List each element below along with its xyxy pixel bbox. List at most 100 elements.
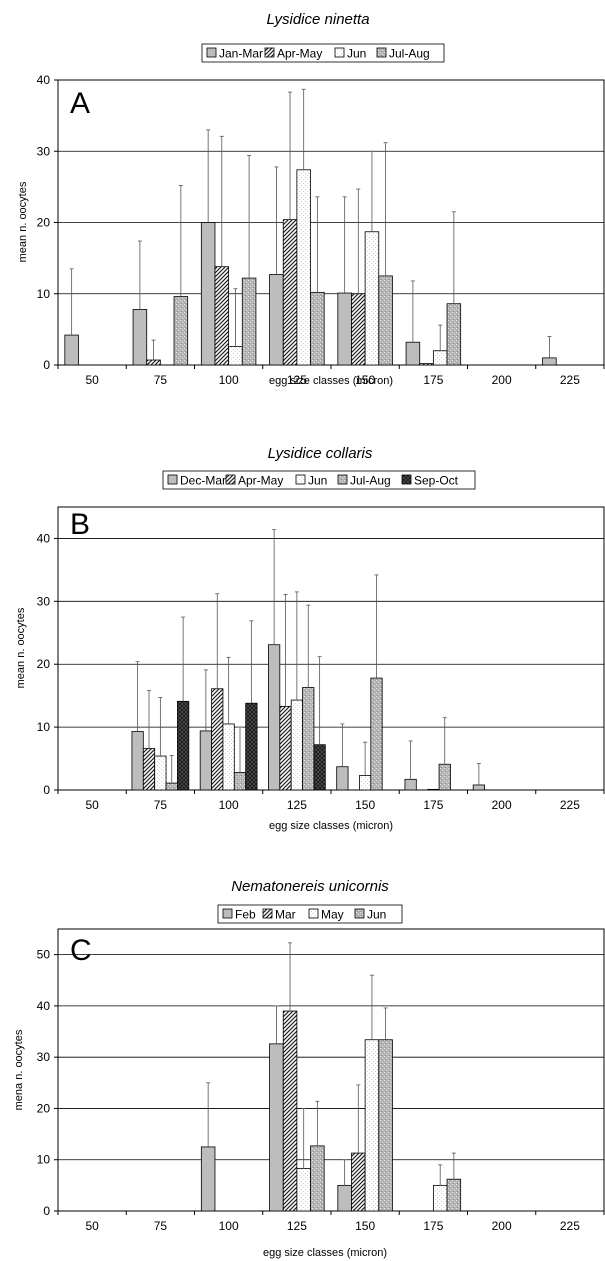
bar — [296, 169, 311, 366]
x-tick-label: 200 — [492, 1219, 512, 1233]
x-tick-label: 200 — [492, 373, 512, 387]
chart-b-legend: Dec-Mar Apr-May Jun Jul-Aug Sep-Oct — [162, 470, 476, 490]
bar — [370, 677, 383, 791]
y-tick-label: 40 — [37, 999, 51, 1013]
bar — [336, 766, 349, 791]
legend-label: Jun — [347, 47, 366, 61]
bar — [313, 744, 326, 791]
legend-swatch — [401, 474, 412, 485]
x-tick-label: 75 — [154, 1219, 168, 1233]
bar — [233, 771, 247, 791]
legend-swatch — [308, 908, 319, 919]
x-tick-label: 125 — [287, 1219, 307, 1233]
legend-label: Apr-May — [277, 47, 322, 61]
bar — [378, 1039, 393, 1212]
legend-swatch — [222, 908, 233, 919]
legend-label: Jul-Aug — [389, 47, 430, 61]
legend-label: Sep-Oct — [414, 474, 459, 488]
y-tick-label: 20 — [37, 657, 51, 671]
y-tick-label: 10 — [37, 720, 51, 734]
chart-a-panel-letter: A — [70, 87, 90, 120]
bar — [351, 1152, 366, 1212]
x-tick-label: 150 — [355, 373, 375, 387]
y-tick-label: 40 — [37, 73, 51, 87]
bar — [269, 1043, 284, 1212]
x-tick-label: 150 — [355, 798, 375, 812]
chart-a-legend: Jan-Mar Apr-May Jun Jul-Aug — [201, 43, 445, 63]
bar — [296, 1168, 311, 1212]
y-tick-label: 20 — [37, 216, 51, 230]
legend-label: Jun — [367, 908, 386, 922]
x-tick-label: 150 — [355, 1219, 375, 1233]
bar — [282, 219, 298, 366]
bar — [427, 788, 440, 791]
bar — [404, 778, 417, 791]
legend-label: May — [321, 908, 344, 922]
chart-c-legend: Feb Mar May Jun — [217, 904, 403, 924]
bar — [199, 730, 212, 791]
bar — [200, 222, 216, 366]
legend-label: Mar — [275, 908, 296, 922]
x-tick-label: 225 — [560, 798, 580, 812]
bar — [241, 277, 257, 366]
y-tick-label: 10 — [37, 287, 51, 301]
bar — [222, 723, 235, 791]
y-tick-label: 30 — [37, 1050, 51, 1064]
bar — [154, 755, 167, 791]
chart-c-marks: 0 10 20 30 40 50 50 75 100 125 150 175 200 225 — [37, 942, 605, 1233]
x-tick-label: 100 — [219, 373, 239, 387]
x-tick-label: 200 — [492, 798, 512, 812]
x-tick-label: 75 — [154, 373, 168, 387]
legend-label: Jul-Aug — [350, 474, 391, 488]
bar — [337, 1184, 352, 1212]
bar — [142, 748, 156, 791]
bar — [337, 292, 352, 366]
chart-b-panel-letter: B — [70, 508, 90, 541]
x-tick-label: 175 — [423, 798, 443, 812]
bar — [438, 763, 451, 791]
chart-panel-b: Lysidice collaris Dec-Mar Apr-May Jun Jul-A… — [15, 445, 605, 832]
legend-swatch — [167, 474, 178, 485]
bar — [405, 341, 421, 366]
x-tick-label: 100 — [219, 798, 239, 812]
bar — [173, 296, 189, 366]
bar — [282, 1010, 298, 1212]
x-tick-label: 225 — [560, 1219, 580, 1233]
chart-a-y-axis-label: mean n. oocytes — [17, 181, 29, 262]
legend-label: Dec-Mar — [180, 474, 226, 488]
legend-label: Feb — [235, 908, 256, 922]
y-tick-label: 0 — [43, 358, 50, 372]
x-tick-label: 75 — [154, 798, 168, 812]
chart-b-marks: 0 10 20 30 40 50 75 100 125 150 175 200 225 — [37, 529, 605, 812]
legend-swatch — [206, 47, 217, 58]
bar — [310, 291, 325, 366]
x-tick-label: 175 — [423, 1219, 443, 1233]
y-tick-label: 0 — [43, 783, 50, 797]
bar — [364, 231, 380, 366]
bar — [132, 309, 148, 366]
bar — [472, 784, 485, 791]
chart-b-x-axis-label: egg size classes (micron) — [269, 820, 393, 832]
bar — [165, 782, 178, 791]
bar — [245, 702, 258, 791]
x-tick-label: 50 — [85, 1219, 99, 1233]
legend-box — [162, 470, 476, 490]
y-tick-label: 0 — [43, 1204, 50, 1218]
chart-c-x-axis-label: egg size classes (micron) — [263, 1247, 387, 1259]
y-tick-label: 50 — [37, 948, 51, 962]
chart-c-plot-area — [57, 928, 605, 1212]
x-tick-label: 50 — [85, 373, 99, 387]
bar — [446, 1178, 462, 1212]
bar — [146, 359, 161, 366]
bar — [131, 731, 144, 791]
bar — [279, 705, 292, 791]
bar — [302, 687, 315, 791]
chart-c-panel-letter: C — [70, 934, 92, 967]
bar — [542, 357, 557, 366]
chart-c-title: Nematonereis unicornis — [231, 878, 389, 895]
legend-swatch — [376, 47, 387, 58]
chart-b-title: Lysidice collaris — [268, 445, 373, 462]
legend-swatch — [262, 908, 273, 919]
chart-panel-c: Nematonereis unicornis Feb Mar May Jun C 0 1… — [13, 878, 605, 1259]
chart-a-x-axis-label: egg size classes (micron) — [269, 375, 393, 387]
